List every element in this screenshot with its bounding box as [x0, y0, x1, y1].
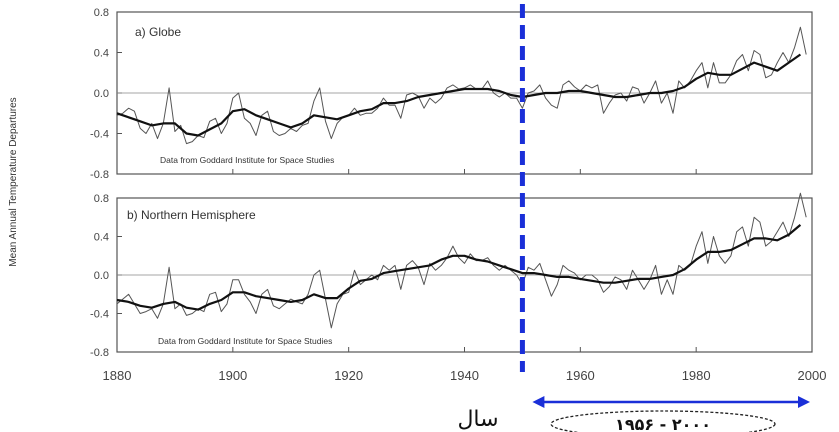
panel-b-label: b) Northern Hemisphere [127, 208, 256, 222]
range-arrow-left-head [532, 396, 545, 408]
y-tick-label-b: 0.4 [94, 232, 109, 244]
y-tick-label-b: 0.8 [94, 193, 109, 205]
x-tick-label: 1880 [103, 368, 132, 383]
y-tick-label-b: 0.0 [94, 270, 109, 282]
y-tick-label-a: 0.4 [94, 48, 109, 60]
x-tick-label: 1940 [450, 368, 479, 383]
annual-series-line-a [116, 26, 807, 145]
y-tick-label-a: -0.4 [90, 129, 109, 141]
range-label: ۱۹۵۶ - ۲۰۰۰ [615, 415, 711, 432]
panel-northern-hemisphere: b) Northern Hemisphere Data from Goddard… [90, 192, 813, 359]
y-tick-label-a: 0.8 [94, 7, 109, 19]
year-axis-persian-label: سال [457, 407, 498, 432]
y-axis-label: Mean Annual Temperature Departures [8, 97, 19, 266]
x-tick-label: 1980 [682, 368, 711, 383]
x-tick-label: 1920 [334, 368, 363, 383]
smoothed-series-line-a [116, 53, 802, 137]
panel-a-annotation: Data from Goddard Institute for Space St… [160, 155, 334, 165]
x-tick-label: 2000 [798, 368, 827, 383]
panel-b-annotation: Data from Goddard Institute for Space St… [158, 336, 332, 346]
y-tick-label-a: 0.0 [94, 88, 109, 100]
range-label-oval [550, 410, 776, 432]
panel-a-label: a) Globe [135, 25, 181, 39]
smoothed-series-line-b [116, 224, 802, 311]
range-arrow-right-head [798, 396, 810, 408]
x-tick-label: 1960 [566, 368, 595, 383]
y-tick-label-a: -0.8 [90, 169, 109, 181]
x-tick-label: 1900 [218, 368, 247, 383]
panel-globe: a) Globe Data from Goddard Institute for… [90, 7, 813, 181]
y-tick-label-b: -0.4 [90, 309, 109, 321]
y-tick-label-b: -0.8 [90, 347, 109, 359]
